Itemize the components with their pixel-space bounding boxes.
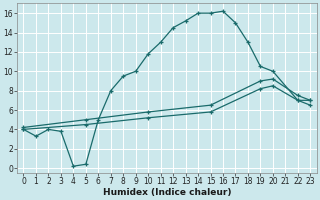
X-axis label: Humidex (Indice chaleur): Humidex (Indice chaleur) — [103, 188, 231, 197]
